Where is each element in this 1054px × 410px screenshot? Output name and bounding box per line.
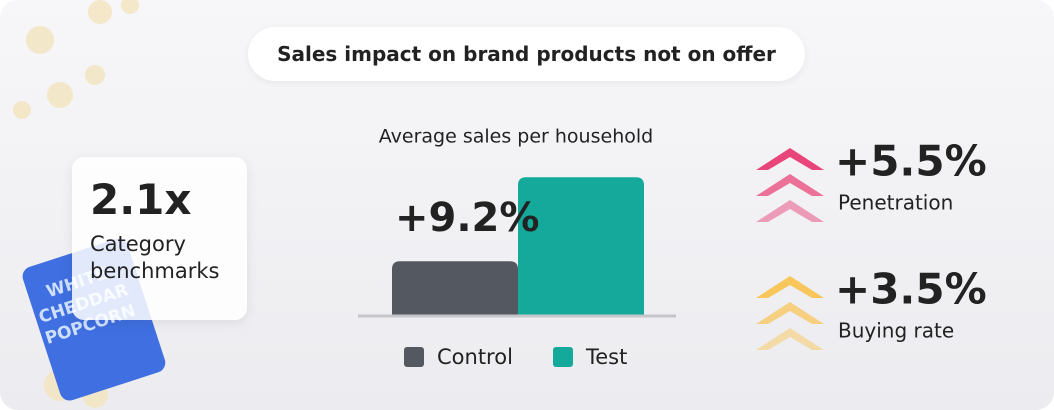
annotation: +9.2% [395,195,539,241]
metric-value: +5.5% [835,137,987,186]
headline: Sales impact on brand products not on of… [248,27,805,81]
legend-swatch [553,347,573,367]
bar [518,177,644,316]
metric-label: Penetration [838,191,953,215]
chart-title: Average sales per household [379,126,653,148]
legend-label: Control [437,345,513,369]
benchmark-card: 2.1x Category benchmarks [72,157,247,320]
metric-label: Buying rate [838,319,954,343]
legend-swatch [404,347,424,367]
chevron [756,302,824,324]
bar [392,261,518,316]
chevron [756,200,824,222]
metric-value: +3.5% [835,265,987,314]
legend-label: Test [585,345,627,369]
benchmark-label: Category benchmarks [90,232,220,284]
chevron [756,276,824,298]
chevron [756,174,824,196]
chevron [756,328,824,350]
benchmark-value: 2.1x [90,175,192,224]
chevron [756,148,824,170]
